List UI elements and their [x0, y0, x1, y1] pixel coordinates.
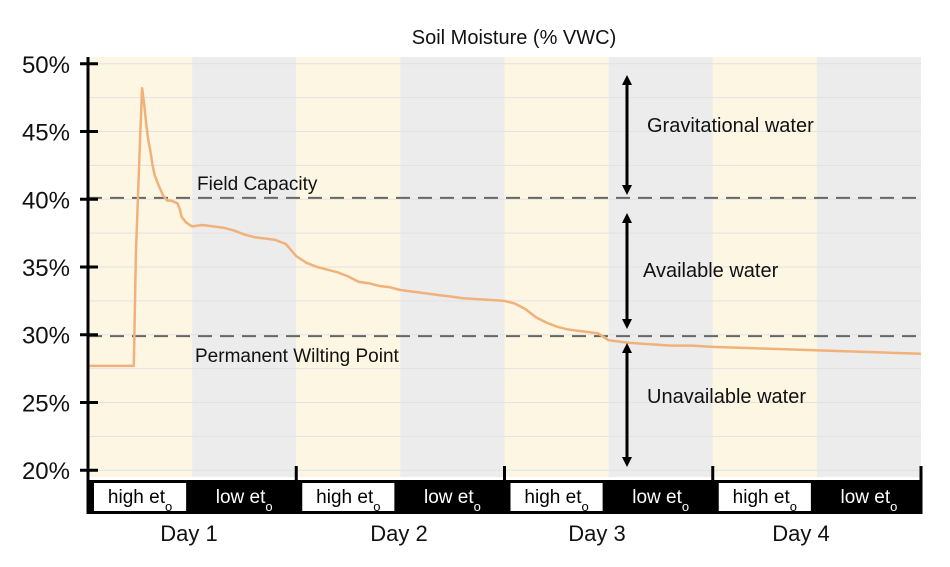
period-cell-5: [510, 483, 603, 511]
field-capacity-label: Field Capacity: [197, 174, 318, 195]
series-group: [88, 86, 922, 368]
y-tick-label: 45%: [22, 120, 70, 147]
period-cell-3: [302, 483, 395, 511]
reference-lines: Field Capacity Permanent Wilting Point: [88, 174, 921, 367]
period-labels: high eto low eto high eto low eto high eto lo…: [86, 466, 923, 514]
zone-label-1: Gravitational water: [647, 115, 814, 137]
day-label-3: Day 3: [568, 521, 625, 546]
y-tick-label: 40%: [22, 187, 70, 214]
day-labels: Day 1 Day 2 Day 3 Day 4: [160, 521, 829, 546]
day-label-1: Day 1: [160, 521, 217, 546]
y-tick-label: 50%: [22, 52, 70, 79]
period-cell-1: [94, 483, 187, 511]
zone-annotations: Gravitational water Available water Unavai…: [622, 75, 814, 467]
day-label-4: Day 4: [772, 521, 829, 546]
y-axis: 20% 25% 30% 35% 40% 45% 50%: [22, 52, 98, 485]
zone-label-2: Available water: [643, 260, 779, 282]
wilting-point-label: Permanent Wilting Point: [195, 346, 400, 367]
period-cell-7: [718, 483, 811, 511]
y-tick-label: 25%: [22, 390, 70, 417]
day-label-2: Day 2: [370, 521, 427, 546]
y-tick-label: 35%: [22, 255, 70, 282]
soil-moisture-line: [88, 86, 922, 368]
zone-label-3: Unavailable water: [647, 386, 806, 408]
y-tick-label: 30%: [22, 323, 70, 350]
y-tick-label: 20%: [22, 458, 70, 485]
chart-title: Soil Moisture (% VWC): [412, 27, 616, 49]
